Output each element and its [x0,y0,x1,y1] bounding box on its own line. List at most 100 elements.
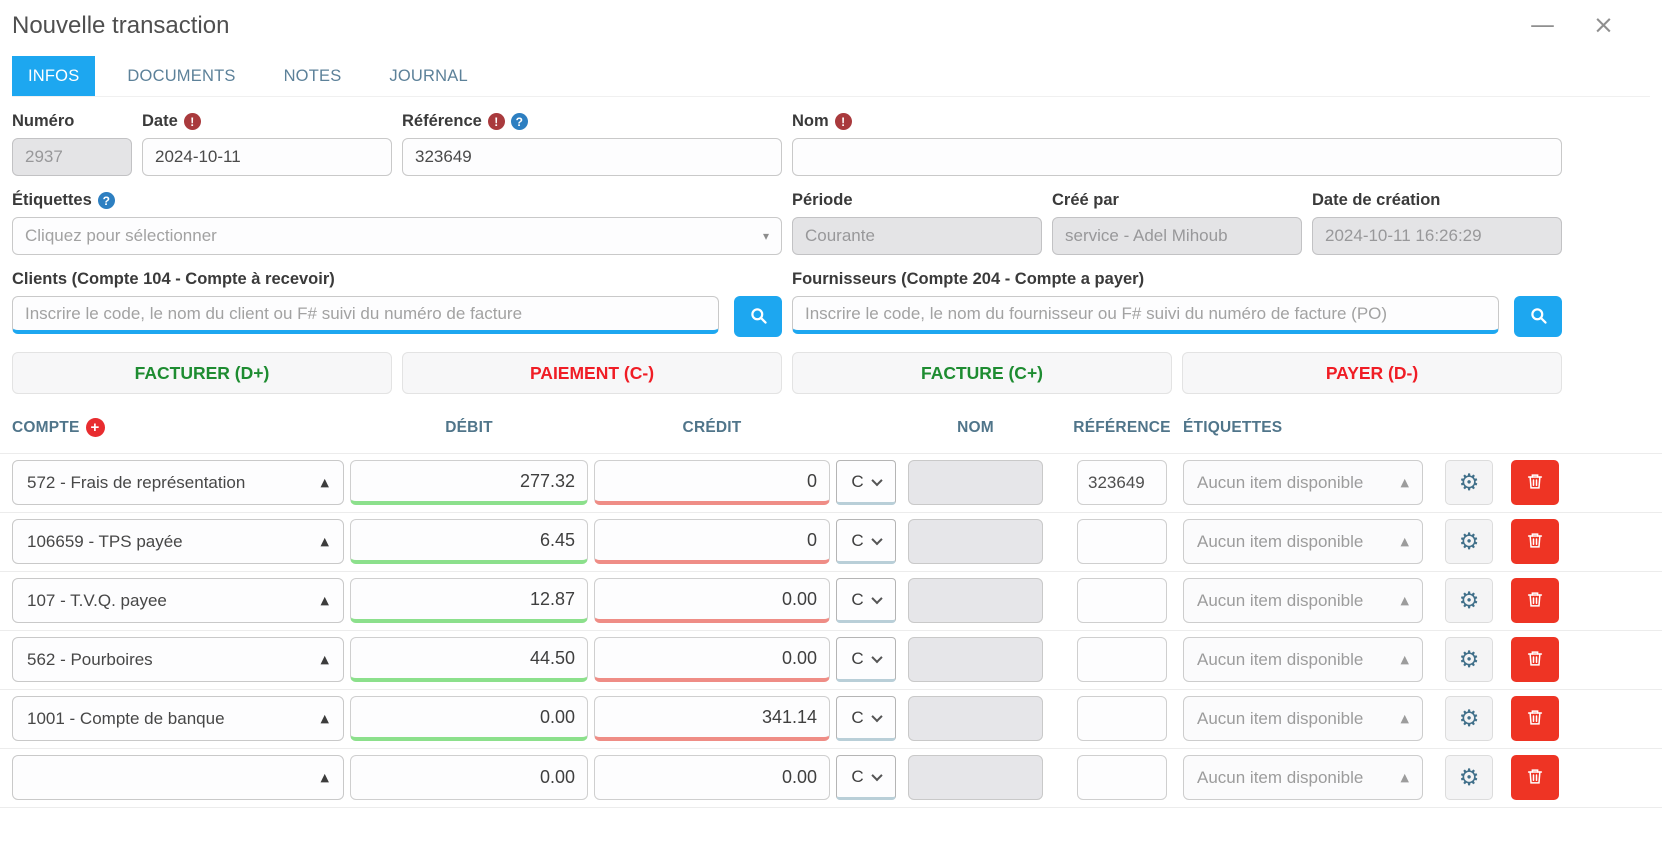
row-reference-field[interactable] [1077,755,1167,800]
header-credit: CRÉDIT [682,418,742,436]
debit-input[interactable] [350,755,588,800]
facturer-button[interactable]: FACTURER (D+) [12,352,392,394]
dc-select[interactable]: C [836,460,896,505]
etiquettes-row-select[interactable]: Aucun item disponible ▲ [1183,460,1423,505]
row-delete-button[interactable] [1511,696,1559,741]
chevron-up-icon: ▲ [320,653,329,666]
row-reference-field[interactable] [1077,578,1167,623]
account-select[interactable]: 1001 - Compte de banque ▲ [12,696,344,741]
chevron-up-icon: ▲ [320,594,329,607]
date-creation-field [1312,217,1562,255]
debit-input[interactable] [350,696,588,741]
paiement-button[interactable]: PAIEMENT (C-) [402,352,782,394]
row-settings-button[interactable]: ⚙ [1445,519,1493,564]
credit-input[interactable] [594,637,830,682]
dc-select[interactable]: C [836,755,896,800]
table-row: 572 - Frais de représentation ▲ C Aucun … [0,453,1662,512]
row-reference-field[interactable] [1077,519,1167,564]
help-icon[interactable]: ? [97,192,115,209]
etiquettes-row-placeholder: Aucun item disponible [1197,767,1364,787]
dc-value: C [851,707,864,727]
account-select[interactable]: 562 - Pourboires ▲ [12,637,344,682]
dc-select[interactable]: C [836,637,896,682]
dc-select[interactable]: C [836,519,896,564]
numero-field [12,138,132,176]
row-delete-button[interactable] [1511,755,1559,800]
fournisseurs-search-button[interactable] [1514,296,1562,337]
trash-icon [1526,708,1544,730]
tab-notes[interactable]: NOTES [268,56,358,96]
row-delete-button[interactable] [1511,637,1559,682]
account-select[interactable]: 107 - T.V.Q. payee ▲ [12,578,344,623]
account-select[interactable]: 572 - Frais de représentation ▲ [12,460,344,505]
etiquettes-row-select[interactable]: Aucun item disponible ▲ [1183,519,1423,564]
close-icon[interactable]: × [1593,10,1614,39]
chevron-up-icon: ▲ [1400,535,1409,548]
debit-input[interactable] [350,460,588,505]
row-reference-field[interactable] [1077,460,1167,505]
table-row: 107 - T.V.Q. payee ▲ C Aucun item dispon… [0,571,1662,630]
tab-bar: INFOS DOCUMENTS NOTES JOURNAL [12,56,1650,97]
row-settings-button[interactable]: ⚙ [1445,755,1493,800]
debit-input[interactable] [350,519,588,564]
tab-infos[interactable]: INFOS [12,56,96,96]
dc-value: C [851,471,864,491]
row-reference-field[interactable] [1077,696,1167,741]
account-select[interactable]: 106659 - TPS payée ▲ [12,519,344,564]
action-button-row: FACTURER (D+) PAIEMENT (C-) FACTURE (C+)… [0,352,1662,394]
tab-documents[interactable]: DOCUMENTS [111,56,251,96]
tab-journal[interactable]: JOURNAL [373,56,483,96]
chevron-up-icon: ▲ [320,535,329,548]
row-nom-field [908,460,1043,505]
chevron-down-icon [870,592,883,604]
required-icon: ! [487,113,505,130]
debit-input[interactable] [350,637,588,682]
row-nom-field [908,637,1043,682]
chevron-down-icon [870,474,883,486]
credit-input[interactable] [594,460,830,505]
etiquettes-row-select[interactable]: Aucun item disponible ▲ [1183,696,1423,741]
row-delete-button[interactable] [1511,460,1559,505]
window-controls: — × [1530,10,1614,39]
table-row: ▲ C Aucun item disponible ▲ [0,748,1662,807]
clients-search-input[interactable] [12,296,719,334]
etiquettes-row-select[interactable]: Aucun item disponible ▲ [1183,578,1423,623]
table-row: 1001 - Compte de banque ▲ C Aucun item d… [0,689,1662,748]
dc-value: C [851,530,864,550]
fournisseurs-search-input[interactable] [792,296,1499,334]
etiquettes-row-select[interactable]: Aucun item disponible ▲ [1183,637,1423,682]
reference-field[interactable] [402,138,782,176]
nom-field[interactable] [792,138,1562,176]
credit-input[interactable] [594,578,830,623]
trash-icon [1526,767,1544,789]
row-settings-button[interactable]: ⚙ [1445,637,1493,682]
help-icon[interactable]: ? [510,113,528,130]
credit-input[interactable] [594,519,830,564]
row-settings-button[interactable]: ⚙ [1445,460,1493,505]
credit-input[interactable] [594,755,830,800]
dc-select[interactable]: C [836,578,896,623]
facture-button[interactable]: FACTURE (C+) [792,352,1172,394]
periode-field [792,217,1042,255]
chevron-up-icon: ▲ [320,476,329,489]
date-field[interactable] [142,138,392,176]
clients-search-button[interactable] [734,296,782,337]
row-delete-button[interactable] [1511,519,1559,564]
payer-button[interactable]: PAYER (D-) [1182,352,1562,394]
add-line-icon[interactable]: + [85,418,105,437]
etiquettes-row-select[interactable]: Aucun item disponible ▲ [1183,755,1423,800]
row-settings-button[interactable]: ⚙ [1445,696,1493,741]
row-settings-button[interactable]: ⚙ [1445,578,1493,623]
account-select[interactable]: ▲ [12,755,344,800]
credit-input[interactable] [594,696,830,741]
etiquettes-select[interactable]: Cliquez pour sélectionner ▾ [12,217,782,255]
row-delete-button[interactable] [1511,578,1559,623]
trash-icon [1526,531,1544,553]
chevron-down-icon: ▾ [762,229,769,243]
chevron-down-icon [870,533,883,545]
minimize-icon[interactable]: — [1530,10,1556,39]
row-reference-field[interactable] [1077,637,1167,682]
debit-input[interactable] [350,578,588,623]
dc-select[interactable]: C [836,696,896,741]
nom-label: Nom ! [792,112,1562,131]
